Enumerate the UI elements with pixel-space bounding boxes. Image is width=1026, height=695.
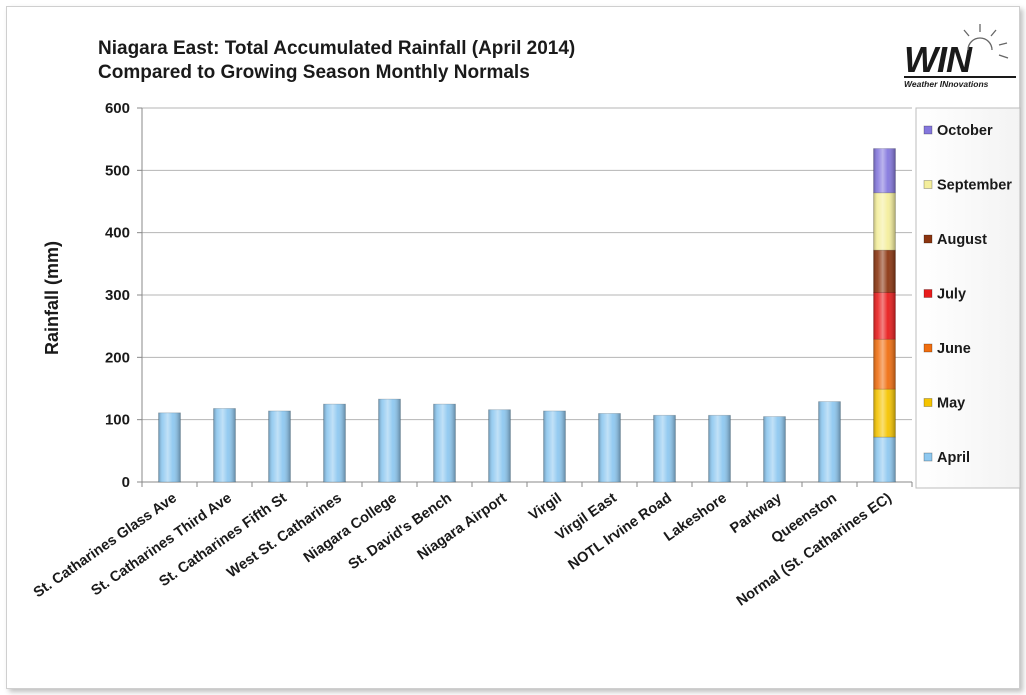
legend-swatch	[923, 234, 933, 244]
legend-item: October	[923, 123, 993, 139]
bar-segment	[598, 413, 621, 483]
bar-segment	[763, 416, 786, 483]
legend-item: June	[923, 341, 971, 357]
legend-item: August	[923, 232, 987, 248]
bar-segment	[873, 436, 896, 483]
legend-label: September	[937, 178, 1012, 194]
bar-segment	[873, 148, 896, 194]
legend-label: April	[937, 450, 970, 466]
chart-title-block: Niagara East: Total Accumulated Rainfall…	[98, 38, 575, 83]
bar-segment	[378, 398, 401, 483]
y-tick-label: 600	[105, 100, 130, 117]
win-logo: WIN Weather INnovations	[904, 24, 1016, 89]
bar-segment	[653, 414, 676, 483]
bar-segment	[488, 409, 511, 483]
sun-icon	[963, 24, 1009, 59]
bar-segment	[543, 410, 566, 483]
legend-swatch	[923, 125, 933, 135]
y-tick-labels: 0 100 200 300 400 500 600	[105, 100, 142, 491]
bar-segment	[213, 408, 236, 483]
bar-segment	[873, 338, 896, 390]
x-tick-label: Lakeshore	[661, 490, 730, 545]
legend-swatch	[923, 289, 933, 298]
logo-tagline: Weather INnovations	[904, 79, 989, 89]
x-tick-label: NOTL Irvine Road	[566, 490, 675, 573]
y-tick-label: 400	[105, 225, 130, 242]
legend-item: May	[923, 396, 965, 412]
y-tick-label: 500	[105, 162, 130, 179]
legend-label: July	[937, 287, 966, 303]
legend: October September August July June May April	[915, 107, 1021, 489]
legend-item: July	[923, 287, 966, 303]
legend-swatch	[923, 452, 933, 462]
legend-swatch	[923, 180, 933, 189]
y-tick-label: 300	[105, 287, 130, 304]
chart-title: Niagara East: Total Accumulated Rainfall…	[98, 38, 575, 59]
y-axis-label: Rainfall (mm)	[42, 241, 62, 355]
legend-swatch	[923, 398, 933, 407]
y-tick-label: 0	[122, 474, 130, 491]
legend-item: September	[923, 178, 1012, 194]
bar-segment	[323, 403, 346, 483]
legend-label: October	[937, 123, 993, 139]
grid-lines	[142, 107, 912, 421]
bars	[158, 148, 896, 483]
bar-segment	[708, 414, 731, 483]
legend-label: August	[937, 232, 987, 248]
x-tick-label: Niagara College	[301, 490, 400, 566]
chart-frame	[6, 6, 1020, 689]
legend-label: June	[937, 341, 971, 357]
legend-item: April	[923, 450, 970, 466]
bar-segment	[433, 403, 456, 483]
axes	[141, 108, 913, 487]
bar-segment	[873, 388, 896, 438]
x-tick-label: St. David's Bench	[346, 490, 455, 573]
bar-segment	[873, 292, 896, 340]
legend-swatch	[923, 343, 933, 353]
chart-subtitle: Compared to Growing Season Monthly Norma…	[98, 62, 530, 83]
bar-segment	[873, 249, 896, 293]
bar-segment	[818, 401, 841, 483]
bar-segment	[873, 192, 896, 251]
y-tick-label: 200	[105, 349, 130, 366]
legend-box	[915, 107, 1021, 489]
y-tick-label: 100	[105, 412, 130, 429]
x-tick-label: Virgil	[526, 490, 565, 524]
bar-segment	[158, 412, 181, 483]
bar-segment	[268, 410, 291, 483]
legend-label: May	[937, 396, 965, 412]
logo-wordmark: WIN	[904, 39, 973, 80]
